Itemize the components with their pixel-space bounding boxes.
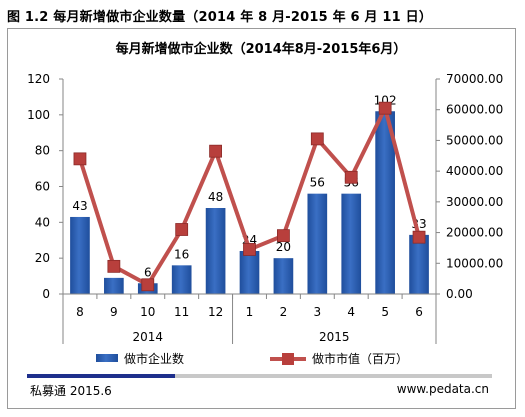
bar (409, 234, 429, 294)
line-point-marker (378, 101, 392, 115)
bar (341, 193, 362, 294)
x-axis-tick-label: 10 (140, 305, 155, 319)
left-axis-tick-label: 40 (35, 215, 50, 229)
footer-rule-accent (27, 374, 175, 378)
x-axis-tick-label: 6 (415, 305, 423, 319)
figure-caption: 图 1.2 每月新增做市企业数量（2014 年 8 月-2015 年 6 月 1… (7, 10, 433, 25)
bar (104, 277, 124, 294)
bar (239, 251, 260, 294)
left-axis-tick-label: 100 (27, 108, 50, 122)
right-axis-tick-label: 40000.00 (446, 164, 503, 178)
bar (307, 193, 328, 294)
bar-data-label: 20 (276, 240, 291, 254)
legend-bar-swatch (96, 354, 118, 362)
bar (70, 216, 90, 294)
line-point-marker (344, 170, 358, 184)
line-point-marker (73, 152, 87, 166)
footer-rule (27, 374, 492, 378)
x-axis-tick-label: 4 (347, 305, 355, 319)
left-y-axis: 0 20 40 60 80 100 120 (27, 72, 64, 301)
right-axis-tick-label: 60000.00 (446, 103, 503, 117)
left-axis-tick-label: 0 (42, 287, 50, 301)
bar-data-label: 56 (310, 176, 325, 190)
bar-data-label: 6 (144, 265, 152, 279)
right-axis-tick-label: 10000.00 (446, 256, 503, 270)
right-axis-tick-label: 0.00 (446, 287, 473, 301)
x-axis-tick-label: 5 (381, 305, 389, 319)
chart-title: 每月新增做市企业数（2014年8月-2015年6月） (116, 41, 407, 57)
bar (375, 111, 395, 294)
bar-data-label: 43 (72, 199, 87, 213)
chart-frame: 每月新增做市企业数（2014年8月-2015年6月） 0 20 40 60 80 100 1… (7, 28, 516, 409)
line-point-marker (277, 229, 290, 243)
x-axis-tick-label: 3 (313, 305, 321, 319)
bar (171, 265, 192, 294)
legend-line-label: 做市市值（百万） (312, 351, 408, 366)
right-axis-tick-label: 20000.00 (446, 226, 503, 240)
right-axis-tick-label: 30000.00 (446, 195, 503, 209)
bar-data-label: 16 (174, 247, 189, 261)
line-point-marker (243, 243, 256, 256)
x-axis-group-label: 2015 (319, 330, 350, 344)
right-axis-tick-label: 70000.00 (446, 72, 503, 86)
x-axis-tick-label: 2 (280, 305, 288, 319)
line-series (73, 101, 426, 292)
legend-line-marker (282, 353, 294, 365)
x-axis-group-label: 2014 (132, 330, 163, 344)
bar (273, 258, 294, 294)
left-axis-tick-label: 60 (35, 180, 50, 194)
bar-data-label: 48 (208, 190, 223, 204)
x-axis-tick-label: 8 (76, 305, 84, 319)
x-axis-tick-label: 12 (208, 305, 223, 319)
bar-series (70, 111, 429, 294)
left-axis-tick-label: 80 (35, 144, 50, 158)
line-point-marker (175, 223, 189, 236)
footer-source: 私募通 2015.6 (30, 384, 112, 398)
legend-bar-label: 做市企业数 (124, 351, 184, 366)
left-axis-tick-label: 20 (35, 251, 50, 265)
left-axis-tick-label: 120 (27, 72, 50, 86)
line-point-marker (209, 144, 222, 158)
x-axis-tick-label: 1 (246, 305, 254, 319)
legend: 做市企业数 做市市值（百万） (96, 351, 408, 366)
bar (205, 208, 226, 294)
line-point-marker (107, 259, 121, 273)
combo-chart: 每月新增做市企业数（2014年8月-2015年6月） 0 20 40 60 80 100 1… (27, 41, 503, 366)
footer-website: www.pedata.cn (396, 382, 489, 396)
x-axis-tick-label: 9 (110, 305, 118, 319)
right-axis-tick-label: 50000.00 (446, 133, 503, 147)
right-y-axis: 0.00 10000.00 20000.00 30000.00 40000.00 5000… (435, 72, 503, 301)
line-point-marker (310, 132, 324, 146)
x-axis-tick-label: 11 (174, 305, 189, 319)
line-point-marker (412, 230, 426, 244)
line-point-marker (141, 278, 155, 292)
